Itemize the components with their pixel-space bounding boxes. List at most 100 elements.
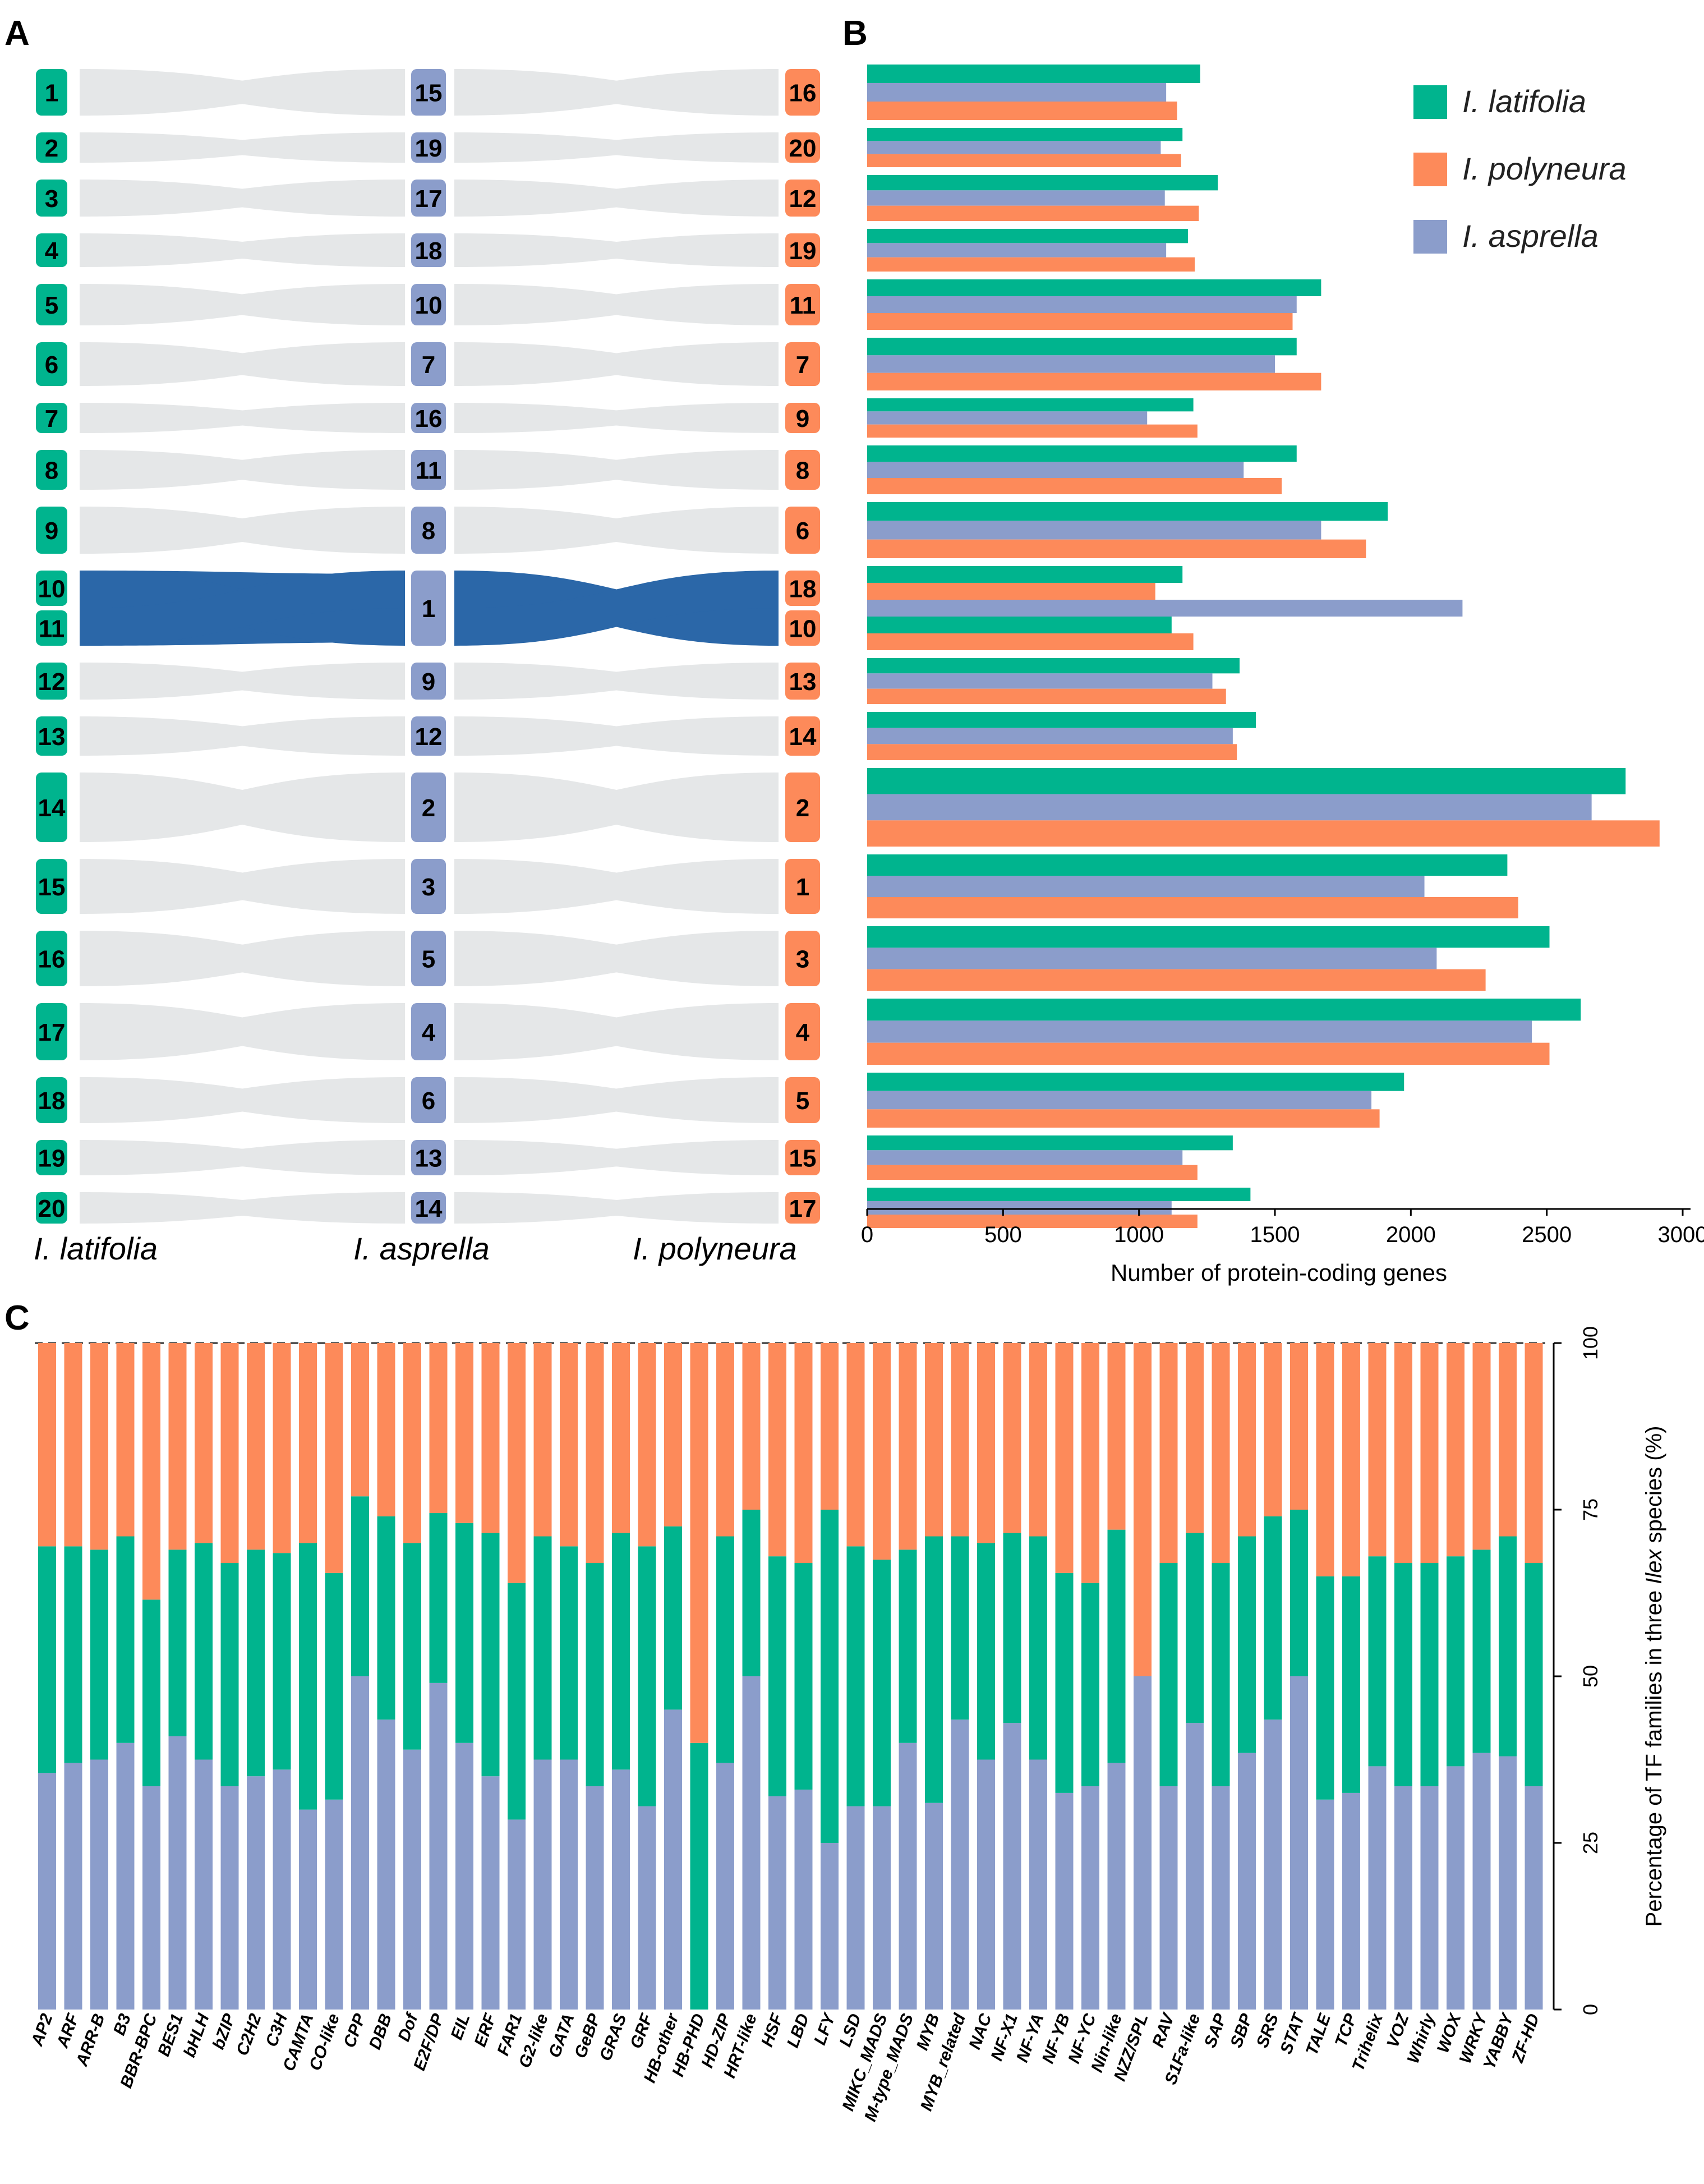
- box-asprella-11: [411, 450, 446, 490]
- bar-gata-latifolia: [560, 1546, 578, 1760]
- box-latifolia-8-label: 8: [45, 457, 58, 485]
- bar-lfy-latifolia: [821, 1510, 839, 1843]
- ribbon-left-5-b: [80, 284, 405, 325]
- bar-ap2-asprella: [38, 1773, 56, 2010]
- box-asprella-1: [411, 571, 446, 646]
- bar-chr-12-asprella: [867, 190, 1165, 206]
- bar-s1fa-like-polyneura: [1186, 1343, 1204, 1533]
- bar-co-like-asprella: [325, 1799, 343, 2010]
- box-asprella-4-label: 4: [422, 1019, 436, 1046]
- box-latifolia-13-label: 13: [38, 723, 66, 751]
- bar-hsf-latifolia: [768, 1556, 786, 1796]
- bar-srs-asprella: [1264, 1719, 1282, 2010]
- bar-gebp-asprella: [586, 1786, 604, 2010]
- box-latifolia-14-label: 14: [38, 794, 66, 822]
- bar-chr-8-polyneura: [867, 478, 1282, 494]
- box-asprella-9-label: 9: [422, 668, 435, 696]
- bar-eil-polyneura: [455, 1343, 473, 1523]
- bar-chr-20-polyneura: [867, 154, 1181, 167]
- bar-chr-9-latifolia: [867, 398, 1194, 412]
- bar-lsd-latifolia: [846, 1546, 865, 1806]
- ribbon-left-13-b: [80, 716, 405, 756]
- bar-chr-7-polyneura: [867, 373, 1321, 390]
- bar-myb-polyneura: [925, 1343, 943, 1537]
- bar-gata-asprella: [560, 1759, 578, 2010]
- box-latifolia-2: [36, 132, 67, 163]
- bar-zf-hd-polyneura: [1525, 1343, 1543, 1564]
- ribbon-left-8-b: [80, 450, 405, 490]
- bar-hrt-like-latifolia: [742, 1510, 761, 1676]
- legend: I. latifolia I. polyneura I. asprella: [1413, 84, 1627, 254]
- category-label-tcp: TCP: [1332, 2011, 1361, 2049]
- bar-tale-asprella: [1316, 1799, 1334, 2010]
- bar-wox-asprella: [1447, 1766, 1464, 2010]
- box-polyneura-17-label: 17: [789, 1195, 817, 1222]
- bar-tcp-latifolia: [1342, 1576, 1360, 1793]
- box-polyneura-2-label: 2: [796, 794, 809, 822]
- bar-voz-asprella: [1394, 1786, 1412, 2010]
- box-polyneura-8-label: 8: [796, 457, 809, 485]
- category-label-srs: SRS: [1253, 2011, 1282, 2050]
- box-asprella-3-label: 3: [422, 873, 435, 901]
- bar-arr-b-polyneura: [90, 1343, 108, 1550]
- bar-hb-phd-polyneura: [690, 1343, 708, 1743]
- ribbon-right-13-b: [454, 1140, 779, 1175]
- category-label-ap2: AP2: [27, 2011, 56, 2049]
- ribbon-left-14-b: [80, 773, 405, 842]
- species-label-polyneura: I. polyneura: [633, 1231, 797, 1266]
- box-asprella-19: [411, 132, 446, 163]
- box-polyneura-20: [785, 132, 820, 163]
- bar-mikc-mads-asprella: [873, 1806, 891, 2010]
- x-axis-ticks: 0 500 1000 1500 2000 2500 3000: [861, 1209, 1704, 1247]
- bar-gebp-latifolia: [586, 1563, 604, 1787]
- ribbon-right-19-b: [454, 132, 779, 163]
- box-asprella-13: [411, 1140, 446, 1175]
- ribbon-right-9-b: [454, 663, 779, 700]
- bar-m-type-mads-polyneura: [899, 1343, 917, 1550]
- bar-nf-ya-asprella: [1029, 1759, 1047, 2010]
- bar-far1-latifolia: [508, 1583, 526, 1820]
- ribbon-right-cross-b: [454, 571, 779, 646]
- box-latifolia-4: [36, 233, 67, 267]
- bar-b3-latifolia: [116, 1536, 135, 1743]
- bar-chr-3-polyneura: [867, 969, 1486, 991]
- bar-cpp-latifolia: [351, 1496, 369, 1676]
- bar-chr-14-asprella: [867, 728, 1233, 744]
- bar-myb-asprella: [925, 1803, 943, 2010]
- bar-lfy-polyneura: [821, 1343, 839, 1510]
- legend-label-asprella: I. asprella: [1462, 218, 1599, 254]
- bar-chr-3-latifolia: [867, 926, 1550, 948]
- ribbon-left-12-b: [80, 663, 405, 700]
- bar-lsd-asprella: [846, 1806, 865, 2010]
- bar-grf-polyneura: [638, 1343, 656, 1547]
- bar-tale-polyneura: [1316, 1343, 1334, 1576]
- ribbon-left-7-b: [80, 403, 405, 433]
- bar-chr-8-latifolia: [867, 445, 1297, 462]
- x-tick-label-500: 500: [984, 1222, 1022, 1247]
- bar-nf-x1-asprella: [1003, 1723, 1021, 2010]
- bar-whirly-polyneura: [1420, 1343, 1439, 1564]
- bar-nf-yb-polyneura: [1055, 1343, 1074, 1573]
- bar-whirly-latifolia: [1420, 1563, 1439, 1787]
- bar-far1-polyneura: [508, 1343, 526, 1583]
- box-asprella-3: [411, 859, 446, 914]
- bar-sbp-asprella: [1238, 1753, 1256, 2010]
- bar-hd-zip-asprella: [716, 1763, 734, 2010]
- x-axis-title: Number of protein-coding genes: [1111, 1259, 1447, 1286]
- species-label-asprella: I. asprella: [353, 1231, 490, 1266]
- box-polyneura-11-label: 11: [790, 292, 816, 319]
- box-asprella-17-label: 17: [415, 185, 443, 213]
- bar-chr-5-asprella: [867, 1091, 1372, 1110]
- gene-count-bars: [867, 65, 1660, 1228]
- bar-chr-19-polyneura: [867, 257, 1195, 272]
- bar-hrt-like-polyneura: [742, 1343, 761, 1510]
- bar-arr-b-latifolia: [90, 1550, 108, 1760]
- bar-g2-like-latifolia: [533, 1536, 552, 1760]
- bar-chr-18-polyneura: [867, 583, 1155, 600]
- y-axis-ticks: 0 25 50 75 100: [1554, 1326, 1602, 2015]
- bar-chr-12-latifolia: [867, 175, 1218, 191]
- box-polyneura-2: [785, 773, 820, 842]
- box-latifolia-15: [36, 859, 67, 914]
- x-tick-label-0: 0: [861, 1222, 873, 1247]
